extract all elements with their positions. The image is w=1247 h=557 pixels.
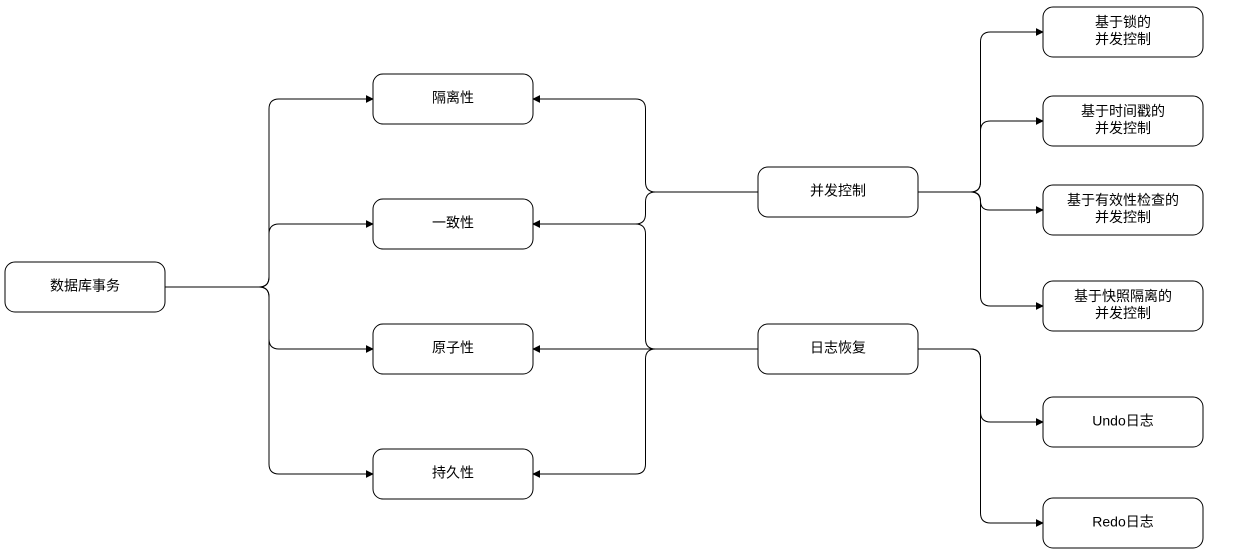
- node-isolation: 隔离性: [373, 74, 533, 124]
- node-lock-label: 基于锁的: [1095, 14, 1151, 30]
- node-cc: 并发控制: [758, 167, 918, 217]
- node-snap-label: 基于快照隔离的: [1074, 288, 1172, 304]
- node-atomic: 原子性: [373, 324, 533, 374]
- edge-root-to-durable: [165, 287, 373, 474]
- node-tscc: 基于时间戳的并发控制: [1043, 96, 1203, 146]
- node-atomic-label: 原子性: [432, 340, 474, 356]
- node-valid-label: 并发控制: [1095, 209, 1151, 225]
- edge-logrec-to-consist: [533, 224, 758, 349]
- node-isolation-label: 隔离性: [432, 90, 474, 106]
- node-consist-label: 一致性: [432, 215, 474, 231]
- node-snap-label: 并发控制: [1095, 305, 1151, 321]
- node-undo: Undo日志: [1043, 397, 1203, 447]
- edges-group: [165, 32, 1043, 523]
- node-consist: 一致性: [373, 199, 533, 249]
- node-root-label: 数据库事务: [50, 278, 120, 294]
- edge-root-to-consist: [165, 224, 373, 287]
- node-snap: 基于快照隔离的并发控制: [1043, 281, 1203, 331]
- node-redo: Redo日志: [1043, 498, 1203, 548]
- edge-cc-to-snap: [918, 192, 1043, 306]
- node-undo-label: Undo日志: [1092, 413, 1153, 429]
- node-durable-label: 持久性: [432, 465, 474, 481]
- node-tscc-label: 并发控制: [1095, 120, 1151, 136]
- node-durable: 持久性: [373, 449, 533, 499]
- edge-cc-to-consist: [533, 192, 758, 224]
- node-logrec-label: 日志恢复: [810, 340, 866, 356]
- node-logrec: 日志恢复: [758, 324, 918, 374]
- node-valid: 基于有效性检查的并发控制: [1043, 185, 1203, 235]
- nodes-group: 数据库事务隔离性一致性原子性持久性并发控制日志恢复基于锁的并发控制基于时间戳的并…: [5, 7, 1203, 548]
- node-lock: 基于锁的并发控制: [1043, 7, 1203, 57]
- node-cc-label: 并发控制: [810, 183, 866, 199]
- edge-cc-to-isolation: [533, 99, 758, 192]
- node-tscc-label: 基于时间戳的: [1081, 103, 1165, 119]
- edge-cc-to-tscc: [918, 121, 1043, 192]
- edge-logrec-to-redo: [918, 349, 1043, 523]
- diagram-canvas: 数据库事务隔离性一致性原子性持久性并发控制日志恢复基于锁的并发控制基于时间戳的并…: [0, 0, 1247, 557]
- edge-logrec-to-durable: [533, 349, 758, 474]
- node-valid-label: 基于有效性检查的: [1067, 192, 1179, 208]
- node-redo-label: Redo日志: [1092, 514, 1153, 530]
- node-lock-label: 并发控制: [1095, 31, 1151, 47]
- node-root: 数据库事务: [5, 262, 165, 312]
